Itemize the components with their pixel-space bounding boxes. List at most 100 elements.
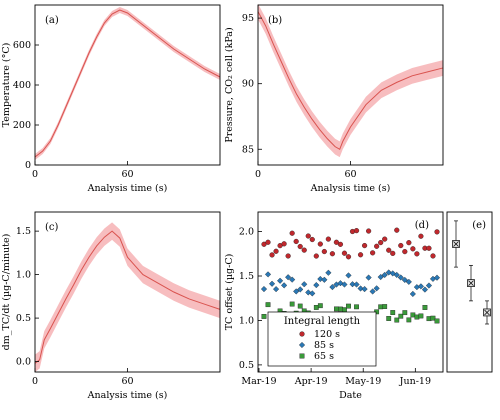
mean-marker-cross — [453, 241, 459, 247]
data-point-65s — [394, 317, 400, 323]
plot-frame — [257, 211, 444, 373]
data-point-85s — [365, 274, 372, 281]
data-point-65s — [334, 306, 339, 312]
y-tick-label: 600 — [13, 40, 31, 51]
x-tick-label: 60 — [344, 169, 356, 180]
y-axis-label: TC offset (µg-C) — [224, 254, 235, 331]
data-point-85s — [425, 282, 433, 289]
data-point-65s — [317, 303, 323, 309]
panel-e: (e) — [446, 211, 493, 373]
y-tick-label: 85 — [242, 144, 254, 155]
data-point-120s — [370, 250, 376, 256]
y-tick-label: 1.0 — [239, 315, 254, 326]
data-point-85s — [321, 276, 328, 283]
data-point-65s — [398, 313, 404, 319]
data-point-120s — [410, 246, 416, 252]
data-point-85s — [264, 271, 272, 278]
y-tick-label: 1.5 — [239, 271, 254, 282]
data-point-120s — [313, 253, 319, 259]
x-tick-label: May-19 — [345, 376, 381, 387]
data-point-85s — [377, 273, 384, 281]
data-point-120s — [297, 243, 303, 250]
data-point-65s — [289, 301, 295, 307]
data-point-120s — [309, 236, 315, 243]
legend-entry-label: 120 s — [314, 329, 340, 340]
data-point-120s — [402, 249, 408, 255]
data-point-120s — [333, 239, 340, 245]
data-point-85s — [297, 286, 304, 293]
x-tick-label: Jun-19 — [399, 376, 431, 387]
data-point-120s — [285, 253, 291, 259]
data-point-85s — [421, 286, 429, 293]
data-point-65s — [297, 303, 303, 309]
data-point-85s — [329, 284, 336, 291]
data-point-65s — [386, 316, 392, 321]
plot-frame — [257, 4, 444, 166]
data-point-85s — [313, 282, 320, 289]
legend-title: Integral length — [284, 316, 361, 327]
mean-marker-cross — [468, 280, 474, 286]
data-point-65s — [410, 312, 416, 318]
y-tick-label: 200 — [13, 120, 31, 131]
data-point-85s — [397, 274, 404, 281]
data-point-120s — [378, 239, 384, 246]
data-point-85s — [345, 272, 352, 279]
x-tick-label: 0 — [32, 376, 38, 387]
y-axis-label: Pressure, CO₂ cell (kPa) — [224, 27, 235, 142]
data-point-65s — [313, 305, 319, 310]
data-point-85s — [369, 288, 376, 295]
y-tick-label: 1.5 — [16, 226, 31, 237]
x-tick-label: 60 — [121, 169, 133, 180]
data-point-120s — [434, 229, 440, 235]
x-axis-label: Date — [339, 390, 362, 401]
data-point-85s — [341, 281, 348, 288]
legend-entry-label: 65 s — [314, 351, 334, 362]
data-point-65s — [402, 310, 408, 316]
data-point-65s — [406, 317, 412, 323]
data-point-85s — [353, 281, 360, 288]
data-point-120s — [406, 240, 412, 246]
x-axis-label: Analysis time (s) — [87, 390, 168, 401]
legend-marker — [299, 331, 305, 337]
plot-frame — [446, 211, 493, 373]
data-point-65s — [382, 304, 388, 309]
panel-label: (a) — [45, 15, 59, 26]
y-tick-label: 95 — [242, 13, 254, 24]
data-point-120s — [353, 228, 360, 234]
x-tick-label: 0 — [255, 169, 261, 180]
series-line — [34, 230, 221, 364]
y-tick-label: 0.0 — [16, 357, 31, 368]
data-point-120s — [374, 243, 380, 249]
panel-label: (e) — [472, 220, 486, 231]
data-point-85s — [285, 274, 292, 281]
x-axis-label: Analysis time (s) — [87, 183, 168, 194]
data-point-65s — [342, 307, 347, 313]
data-point-65s — [434, 318, 440, 324]
data-point-120s — [394, 227, 400, 233]
y-tick-label: 0 — [25, 160, 31, 171]
uncertainty-band — [35, 222, 220, 372]
data-point-85s — [409, 290, 416, 298]
y-tick-label: 0.5 — [16, 313, 31, 324]
data-point-120s — [273, 248, 279, 254]
series-line — [257, 11, 444, 150]
data-point-85s — [381, 271, 388, 279]
x-axis-label: Analysis time (s) — [310, 183, 391, 194]
data-point-85s — [393, 271, 400, 278]
data-point-120s — [305, 233, 311, 239]
data-point-120s — [430, 253, 436, 259]
x-tick-label: Apr-19 — [294, 376, 328, 387]
data-point-85s — [317, 275, 324, 283]
data-point-85s — [289, 276, 296, 283]
data-point-120s — [325, 236, 331, 242]
data-point-65s — [338, 306, 343, 312]
data-point-85s — [277, 277, 284, 284]
data-point-120s — [341, 250, 348, 256]
panel-label: (b) — [268, 15, 282, 26]
data-point-85s — [417, 283, 424, 290]
data-point-85s — [309, 290, 316, 297]
data-point-85s — [389, 270, 396, 277]
legend-box — [267, 311, 377, 367]
data-point-85s — [349, 281, 356, 288]
data-point-85s — [401, 276, 408, 284]
